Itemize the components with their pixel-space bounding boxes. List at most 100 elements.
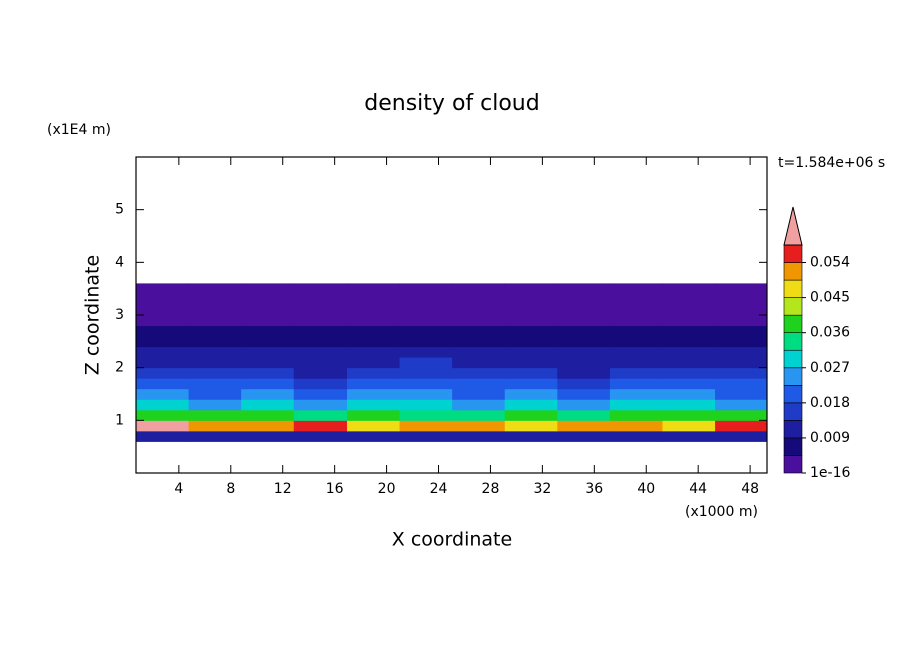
cell (399, 399, 453, 411)
x-unit: (x1000 m) (685, 504, 758, 520)
cell (452, 346, 506, 358)
cell (346, 357, 401, 369)
cell (241, 325, 295, 337)
cell (715, 399, 768, 411)
cell (346, 283, 401, 295)
cell (452, 293, 506, 305)
cell (293, 293, 348, 305)
cell (662, 388, 716, 400)
cell (609, 293, 663, 305)
colorbar-band (783, 314, 803, 333)
colorbar-band (783, 297, 803, 316)
cell (188, 304, 242, 316)
cell (241, 378, 295, 390)
cell (715, 293, 768, 305)
cell (188, 283, 242, 295)
cell (399, 357, 453, 369)
cell (136, 378, 190, 390)
cell (346, 367, 401, 379)
cell (188, 357, 242, 369)
cell (346, 293, 401, 305)
x-tick-label: 4 (174, 481, 183, 497)
cell (662, 346, 716, 358)
cell (715, 409, 768, 421)
cell (399, 336, 453, 348)
cell (557, 346, 611, 358)
cell (293, 357, 348, 369)
cell (188, 367, 242, 379)
cell (504, 420, 558, 432)
cell (136, 293, 190, 305)
cell (399, 315, 453, 327)
cell (662, 325, 716, 337)
colorbar-band (783, 244, 803, 263)
cell (188, 388, 242, 400)
cell (452, 430, 506, 442)
cell (609, 409, 663, 421)
cell (557, 399, 611, 411)
cell (399, 420, 453, 432)
cell (452, 409, 506, 421)
cell (452, 388, 506, 400)
cell (346, 420, 401, 432)
colorbar-extend (783, 206, 803, 246)
cell (136, 399, 190, 411)
colorbar-tick-label: 0.018 (810, 395, 850, 411)
cell (452, 367, 506, 379)
y-tick-label: 1 (115, 412, 124, 428)
cell (557, 420, 611, 432)
cell (136, 357, 190, 369)
colorbar-band (783, 455, 803, 474)
cell (609, 367, 663, 379)
cell (346, 399, 401, 411)
cell (557, 430, 611, 442)
cell (399, 378, 453, 390)
cell (715, 315, 768, 327)
cell (241, 283, 295, 295)
cell (504, 388, 558, 400)
cell (241, 420, 295, 432)
cell (609, 336, 663, 348)
y-tick-label: 2 (115, 360, 124, 376)
x-tick-label: 16 (326, 481, 344, 497)
cell (188, 399, 242, 411)
cell (241, 367, 295, 379)
colorbar-tick-label: 1e-16 (810, 465, 850, 481)
annotation: t=1.584e+06 s (778, 155, 885, 171)
cell (136, 388, 190, 400)
cell (188, 430, 242, 442)
cell (452, 283, 506, 295)
cell (609, 430, 663, 442)
cell (293, 304, 348, 316)
cell (136, 409, 190, 421)
x-tick-label: 8 (226, 481, 235, 497)
cell (346, 346, 401, 358)
cell (504, 378, 558, 390)
y-tick-label: 4 (115, 254, 124, 270)
cell (136, 283, 190, 295)
cell (504, 283, 558, 295)
cell (715, 346, 768, 358)
colorbar-tick-label: 0.036 (810, 325, 850, 341)
cell (662, 336, 716, 348)
cell (609, 388, 663, 400)
cell (241, 336, 295, 348)
cell (293, 388, 348, 400)
cell (188, 409, 242, 421)
colorbar-band (783, 385, 803, 404)
cell (136, 346, 190, 358)
cell (293, 378, 348, 390)
cell (241, 315, 295, 327)
colorbar-tick-label: 0.009 (810, 430, 850, 446)
cell (715, 378, 768, 390)
cell (399, 293, 453, 305)
colorbar-tick-label: 0.054 (810, 255, 850, 271)
cell (452, 315, 506, 327)
cell (188, 336, 242, 348)
cell (557, 378, 611, 390)
cell (609, 283, 663, 295)
cell (609, 315, 663, 327)
cell (241, 430, 295, 442)
cell (504, 315, 558, 327)
